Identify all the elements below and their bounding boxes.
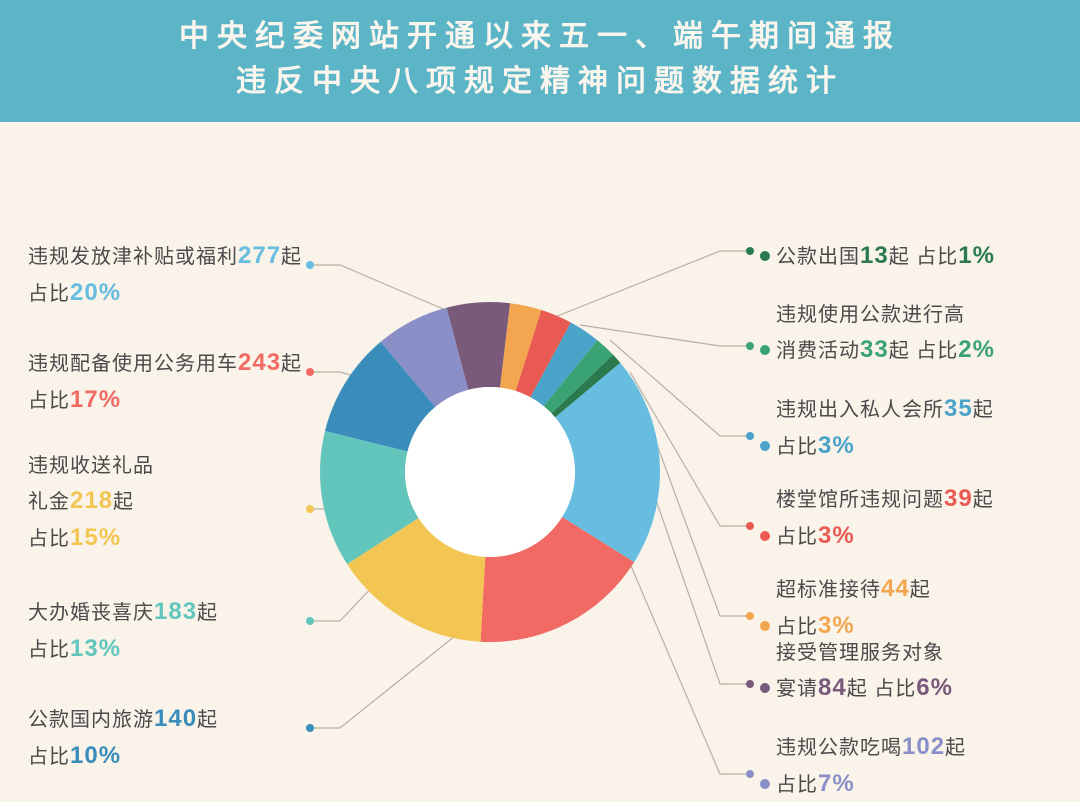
header-banner: 中央纪委网站开通以来五一、端午期间通报 违反中央八项规定精神问题数据统计 bbox=[0, 0, 1080, 122]
header-line1: 中央纪委网站开通以来五一、端午期间通报 bbox=[0, 14, 1080, 59]
label-dining: 违规公款吃喝102起占比7% bbox=[760, 728, 966, 802]
label-banquet: 接受管理服务对象宴请84起 占比6% bbox=[760, 638, 953, 706]
header-line2: 违反中央八项规定精神问题数据统计 bbox=[0, 59, 1080, 104]
label-vehicle: 违规配备使用公务用车243起占比17% bbox=[28, 344, 302, 418]
label-travel_dom: 公款国内旅游140起占比10% bbox=[28, 700, 218, 774]
donut-hole bbox=[405, 387, 575, 557]
label-luxury: 违规使用公款进行高消费活动33起 占比2% bbox=[760, 300, 995, 368]
label-wedding: 大办婚丧喜庆183起占比13% bbox=[28, 593, 218, 667]
label-gifts: 违规收送礼品礼金218起占比15% bbox=[28, 451, 154, 556]
label-club: 违规出入私人会所35起占比3% bbox=[760, 390, 994, 464]
label-abroad: 公款出国13起 占比1% bbox=[760, 237, 995, 274]
content-area: 违规发放津补贴或福利277起占比20% 违规配备使用公务用车243起占比17% 违规… bbox=[0, 122, 1080, 782]
label-allowance: 违规发放津补贴或福利277起占比20% bbox=[28, 237, 302, 311]
label-building: 楼堂馆所违规问题39起占比3% bbox=[760, 480, 994, 554]
label-reception: 超标准接待44起占比3% bbox=[760, 570, 931, 644]
